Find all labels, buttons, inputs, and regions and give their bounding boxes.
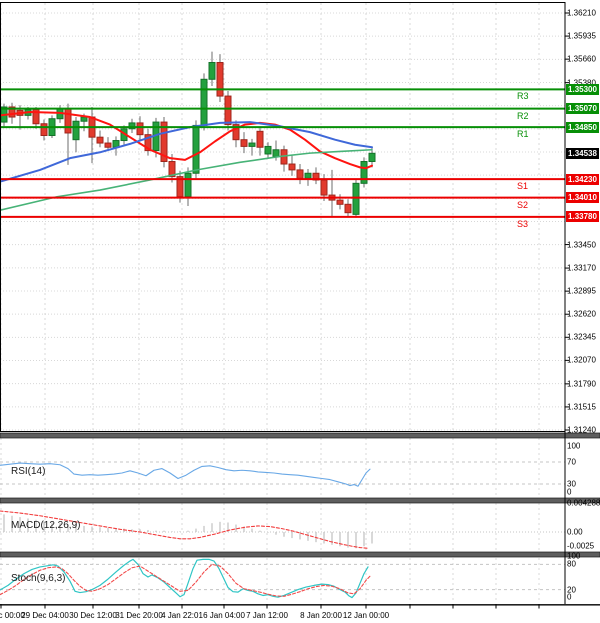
bull-candle — [248, 142, 256, 147]
price-axis-tick: 1.32070 — [567, 355, 596, 365]
price-badge-s3: 1.33780 — [566, 211, 599, 223]
time-axis-label: 4 Jan 22:01 — [161, 611, 203, 620]
price-axis-tick: 1.33170 — [567, 263, 596, 273]
bull-candle — [184, 172, 192, 198]
ma-green-slow — [0, 148, 373, 211]
price-axis-tick: 1.32620 — [567, 309, 596, 319]
support-label-s3: S3 — [517, 218, 529, 229]
bear-candle — [336, 199, 344, 205]
bull-candle — [208, 62, 216, 80]
bear-candle — [136, 122, 144, 136]
rsi-indicator-label: RSI(14) — [11, 466, 46, 477]
price-axis-tick: 1.31240 — [567, 425, 596, 435]
time-axis-label: 12 Jan 00:00 — [342, 611, 390, 620]
price-axis-tick: 1.35380 — [567, 78, 596, 88]
stoch-k-line — [0, 558, 369, 599]
macd-scale-label: -0.0025 — [567, 541, 595, 551]
bear-candle — [288, 163, 296, 171]
price-axis-tick: 1.32895 — [567, 286, 596, 296]
bear-candle — [144, 134, 152, 152]
support-label-s1: S1 — [517, 181, 529, 192]
bear-candle — [256, 130, 264, 148]
time-axis-label: 7 Jan 12:00 — [246, 611, 288, 620]
support-label-s2: S2 — [517, 199, 529, 210]
bear-candle — [40, 123, 48, 136]
price-axis-tick: 1.31515 — [567, 402, 596, 412]
time-axis-label: 31 Dec 20:00 — [115, 611, 163, 620]
bull-candle — [200, 78, 208, 126]
bear-candle — [96, 136, 104, 144]
stoch-d-line — [0, 563, 371, 597]
bull-candle — [80, 116, 88, 122]
price-badge-r3: 1.35300 — [566, 83, 599, 95]
bull-candle — [352, 182, 360, 215]
stoch-indicator-label: Stoch(9,6,3) — [11, 573, 66, 584]
price-badge-r1: 1.34850 — [566, 121, 599, 133]
bear-candle — [160, 121, 168, 163]
bear-candle — [64, 108, 72, 134]
price-badge-s1: 1.34230 — [566, 173, 599, 185]
bull-candle — [272, 149, 280, 157]
bear-candle — [320, 179, 328, 196]
bull-candle — [304, 172, 312, 179]
bear-candle — [216, 62, 224, 97]
price-axis-tick: 1.36210 — [567, 8, 596, 18]
rsi-scale-label: 30 — [567, 479, 576, 489]
time-axis-label: 28 Dec 00:00 — [0, 611, 25, 620]
stoch-scale-label: 100 — [567, 551, 581, 561]
stoch-scale-label: 20 — [567, 585, 576, 595]
price-axis-tick: 1.32345 — [567, 332, 596, 342]
price-axis-tick: 1.35660 — [567, 54, 596, 64]
resistance-label-r1: R1 — [517, 129, 529, 140]
bear-candle — [224, 95, 232, 126]
rsi-line — [0, 462, 371, 487]
bear-candle — [344, 203, 352, 214]
rsi-scale-label: 100 — [567, 441, 581, 451]
bull-candle — [368, 152, 376, 163]
bull-candle — [192, 124, 200, 174]
resistance-label-r3: R3 — [517, 91, 529, 102]
ma-red-fast — [0, 111, 373, 170]
pane-separator[interactable] — [0, 432, 600, 439]
macd-scale-label: 0.004288 — [567, 498, 600, 508]
ma-blue-mid — [0, 121, 373, 183]
time-axis-label: 29 Dec 04:00 — [21, 611, 69, 620]
bear-candle — [104, 142, 112, 148]
price-axis-tick: 1.31790 — [567, 379, 596, 389]
bull-candle — [264, 145, 272, 155]
time-axis-label: 30 Dec 12:00 — [69, 611, 117, 620]
macd-indicator-label: MACD(12,26,9) — [11, 520, 81, 531]
price-badge-r2: 1.35070 — [566, 103, 599, 115]
bear-candle — [168, 161, 176, 178]
time-axis-label: 6 Jan 04:00 — [203, 611, 245, 620]
price-axis-tick: 1.33450 — [567, 240, 596, 250]
bear-candle — [240, 139, 248, 147]
pane-separator[interactable] — [0, 551, 600, 558]
bull-candle — [72, 120, 80, 141]
bear-candle — [232, 124, 240, 141]
price-badge-s2: 1.34010 — [566, 192, 599, 204]
rsi-scale-label: 70 — [567, 457, 576, 467]
time-axis-label: 8 Jan 20:00 — [300, 611, 342, 620]
stoch-scale-label: 80 — [567, 559, 576, 569]
bear-candle — [8, 106, 16, 118]
bear-candle — [296, 169, 304, 179]
current-price-badge: 1.34538 — [566, 147, 599, 159]
macd-signal-line — [0, 510, 369, 549]
bull-candle — [128, 122, 136, 130]
rsi-scale-label: 0 — [567, 487, 572, 497]
pane-separator[interactable] — [0, 497, 600, 504]
resistance-label-r2: R2 — [517, 110, 529, 121]
price-axis-tick: 1.35935 — [567, 31, 596, 41]
stoch-scale-label: 0 — [567, 592, 572, 602]
macd-scale-label: 0.00 — [567, 527, 583, 537]
bull-candle — [360, 161, 368, 184]
